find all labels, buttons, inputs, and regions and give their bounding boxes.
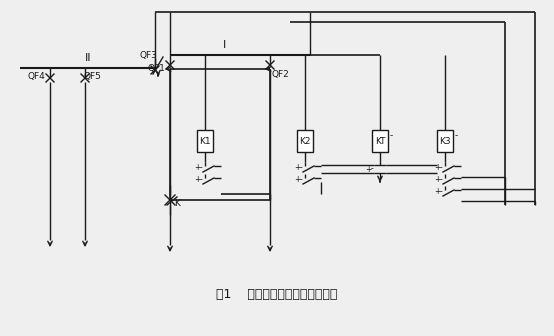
Text: II: II [85,53,91,63]
Bar [297,130,313,152]
Text: -: - [371,165,373,173]
Text: K2: K2 [299,136,311,145]
Text: -: - [440,187,443,197]
Text: QF2: QF2 [272,71,290,80]
Text: -: - [199,175,202,184]
Text: +: + [194,164,200,172]
Text: QF4: QF4 [28,72,46,81]
Text: I: I [223,40,227,50]
Text: -: - [440,164,443,172]
Text: +: + [294,175,300,184]
Text: -: - [199,164,202,172]
Text: -: - [390,131,393,140]
Text: +: + [434,164,440,172]
Text: -: - [440,175,443,184]
Text: K1: K1 [199,136,211,145]
Text: 图1    断路器失灵保护原理接线图: 图1 断路器失灵保护原理接线图 [216,289,338,301]
Bar [197,130,213,152]
Text: -: - [455,131,458,140]
Text: +: + [365,165,371,173]
Text: QF3: QF3 [139,51,157,60]
Text: QF5: QF5 [83,72,101,81]
Text: +: + [434,187,440,197]
Text: +: + [194,175,200,184]
Text: -: - [300,175,302,184]
Text: QF1: QF1 [148,65,166,74]
Text: +: + [434,175,440,184]
Text: K3: K3 [439,136,451,145]
Text: KT: KT [375,136,385,145]
Text: -: - [300,164,302,172]
Bar [372,130,388,152]
Text: +: + [294,164,300,172]
Bar [437,130,453,152]
Text: K: K [174,200,180,209]
